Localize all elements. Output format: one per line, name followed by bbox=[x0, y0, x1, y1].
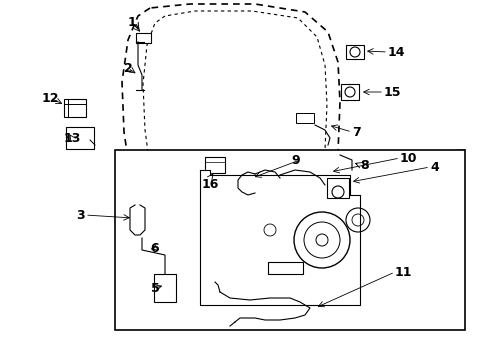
Text: 5: 5 bbox=[150, 282, 159, 294]
Text: 1: 1 bbox=[127, 15, 136, 28]
Bar bbox=[115, 150, 464, 330]
Text: 10: 10 bbox=[399, 152, 417, 165]
Text: 11: 11 bbox=[394, 266, 412, 279]
Bar bbox=[295, 113, 313, 123]
Text: 16: 16 bbox=[201, 178, 218, 191]
Text: 13: 13 bbox=[63, 131, 81, 144]
Text: 3: 3 bbox=[76, 208, 85, 221]
Text: 4: 4 bbox=[429, 161, 438, 174]
Bar bbox=[64, 99, 86, 117]
Text: 2: 2 bbox=[123, 62, 132, 75]
Text: 8: 8 bbox=[359, 158, 368, 171]
Text: 6: 6 bbox=[150, 242, 159, 255]
Bar bbox=[267, 262, 302, 274]
Text: 9: 9 bbox=[291, 153, 299, 166]
Bar bbox=[66, 127, 94, 149]
Bar bbox=[135, 33, 150, 43]
Bar bbox=[154, 274, 176, 302]
Text: 15: 15 bbox=[383, 85, 401, 99]
Bar bbox=[326, 178, 348, 198]
Text: 14: 14 bbox=[387, 45, 405, 59]
Bar bbox=[346, 45, 363, 59]
Text: 12: 12 bbox=[41, 91, 59, 104]
Bar bbox=[204, 157, 224, 173]
Text: 7: 7 bbox=[351, 126, 360, 139]
Polygon shape bbox=[200, 170, 359, 305]
Bar bbox=[340, 84, 358, 100]
